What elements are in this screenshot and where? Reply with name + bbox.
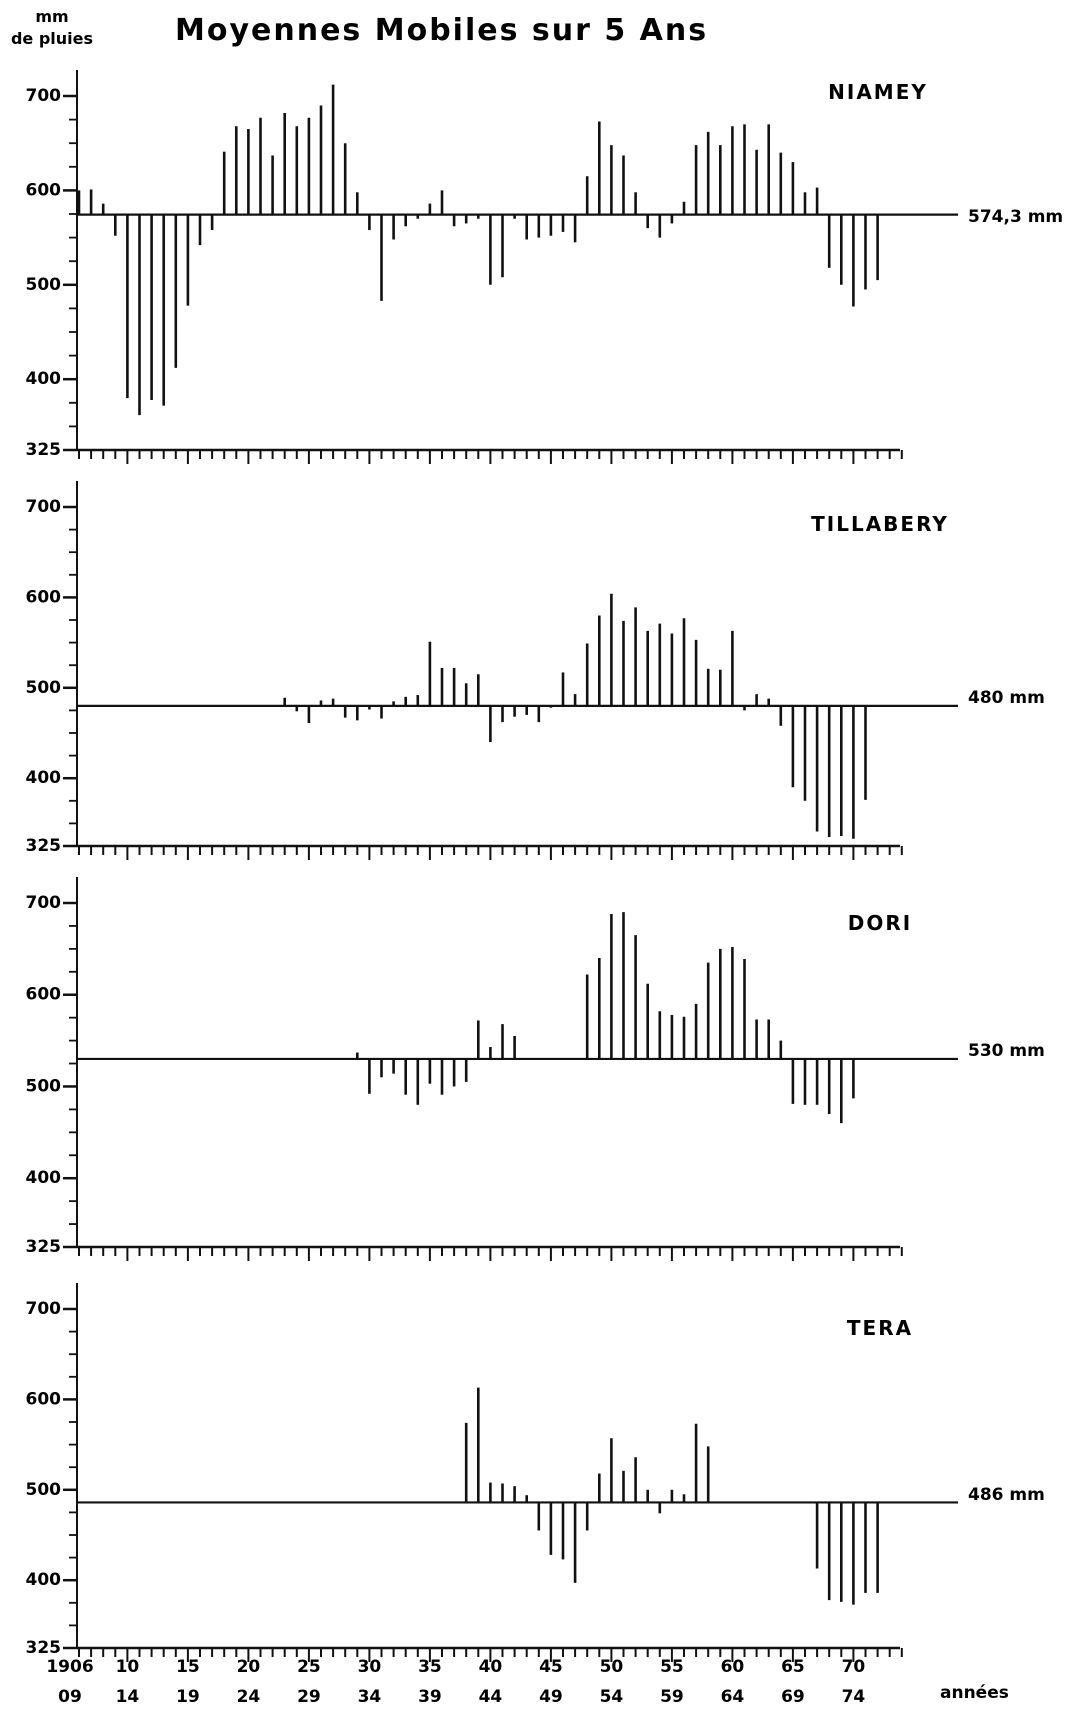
x-tick-label-bottom: 54 [600, 1687, 624, 1707]
station-name: NIAMEY [828, 80, 928, 104]
y-tick-label: 400 [26, 369, 62, 389]
y-tick-label: 400 [26, 768, 62, 788]
panel-tera: 325 400 500 600 700 486 mm TERA [26, 1283, 1045, 1662]
x-tick-label-bottom: 74 [842, 1687, 866, 1707]
y-tick-label: 700 [26, 86, 62, 106]
y-tick-label: 700 [26, 893, 62, 913]
x-tick-label-top: 55 [660, 1657, 684, 1677]
x-tick-label-top: 45 [539, 1657, 563, 1677]
x-tick-label-bottom: 39 [418, 1687, 442, 1707]
y-tick-label: 600 [26, 180, 62, 200]
x-tick-label-top: 30 [358, 1657, 382, 1677]
y-tick-label: 500 [26, 275, 62, 295]
x-tick-labels: 1906 10 15 20 25 30 35 40 45 50 55 60 65 70 09 14 19 24 29… [46, 1657, 865, 1707]
x-tick-label-bottom: 49 [539, 1687, 563, 1707]
panel-niamey: 325 400 500 600 700 574,3 mm NIAMEY [26, 70, 1063, 464]
y-tick-label: 600 [26, 587, 62, 607]
mean-label: 574,3 mm [968, 207, 1063, 227]
x-tick-label-top: 35 [418, 1657, 442, 1677]
x-tick-label-top: 1906 [46, 1657, 93, 1677]
x-tick-label-top: 60 [721, 1657, 745, 1677]
x-tick-label-bottom: 24 [237, 1687, 261, 1707]
y-tick-label: 325 [26, 440, 62, 460]
panel-tillabery: 325 400 500 600 700 480 mm TILLABERY [26, 481, 1045, 860]
station-name: TILLABERY [811, 512, 949, 536]
x-tick-label-top: 40 [479, 1657, 503, 1677]
y-axis-label-line2: de pluies [11, 29, 93, 48]
x-tick-label-bottom: 59 [660, 1687, 684, 1707]
x-tick-label-top: 20 [237, 1657, 261, 1677]
y-tick-label: 700 [26, 1299, 62, 1319]
y-tick-label: 500 [26, 678, 62, 698]
y-tick-label: 400 [26, 1570, 62, 1590]
y-tick-label: 600 [26, 985, 62, 1005]
x-tick-label-bottom: 14 [116, 1687, 140, 1707]
x-tick-label-bottom: 09 [58, 1687, 82, 1707]
x-tick-label-bottom: 34 [358, 1687, 382, 1707]
x-tick-label-top: 10 [116, 1657, 140, 1677]
mean-label: 480 mm [968, 688, 1045, 708]
x-tick-label-top: 15 [176, 1657, 200, 1677]
mean-label: 486 mm [968, 1485, 1045, 1505]
x-axis-label: années [940, 1683, 1009, 1703]
x-tick-label-bottom: 19 [176, 1687, 200, 1707]
x-tick-label-top: 50 [600, 1657, 624, 1677]
y-tick-label: 500 [26, 1480, 62, 1500]
x-tick-label-top: 70 [842, 1657, 866, 1677]
x-tick-label-top: 65 [781, 1657, 805, 1677]
y-tick-label: 500 [26, 1076, 62, 1096]
y-tick-label: 325 [26, 836, 62, 856]
chart-title: Moyennes Mobiles sur 5 Ans [175, 13, 708, 48]
station-name: DORI [848, 911, 912, 935]
mean-label: 530 mm [968, 1041, 1045, 1061]
y-tick-label: 400 [26, 1168, 62, 1188]
x-tick-label-bottom: 44 [479, 1687, 503, 1707]
x-tick-label-bottom: 69 [781, 1687, 805, 1707]
panel-dori: 325 400 500 600 700 530 mm DORI [26, 877, 1045, 1261]
y-tick-label: 700 [26, 497, 62, 517]
station-name: TERA [847, 1316, 913, 1340]
y-tick-label: 325 [26, 1638, 62, 1658]
y-tick-label: 325 [26, 1237, 62, 1257]
chart-panels: 325 400 500 600 700 574,3 mm NIAMEY 325 400 500 60… [26, 70, 1063, 1662]
x-tick-label-bottom: 29 [297, 1687, 321, 1707]
y-tick-label: 600 [26, 1389, 62, 1409]
x-tick-label-bottom: 64 [721, 1687, 745, 1707]
y-axis-label-line1: mm [35, 7, 68, 26]
x-tick-label-top: 25 [297, 1657, 321, 1677]
